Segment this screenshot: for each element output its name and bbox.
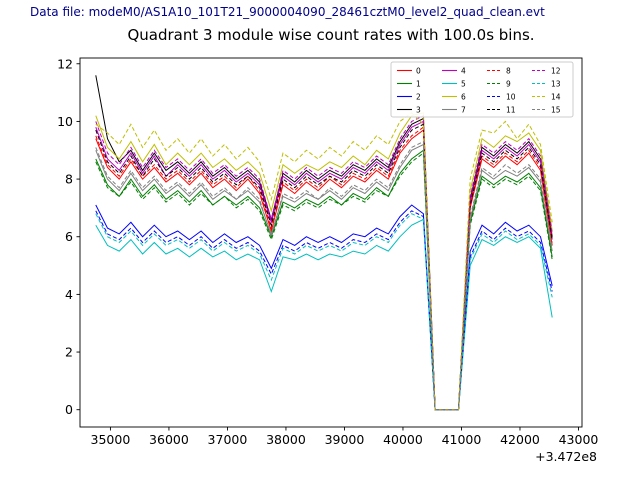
y-tick-label: 2	[65, 345, 73, 360]
series-line-1	[95, 149, 553, 411]
legend-box	[390, 61, 574, 118]
series-line-5	[95, 218, 553, 411]
series-line-13	[95, 213, 553, 411]
series-line-10	[95, 210, 553, 411]
data-file-label: Data file: modeM0/AS1A10_101T21_90000040…	[30, 5, 545, 19]
legend-label-5: 5	[461, 80, 466, 89]
legend-label-7: 7	[461, 106, 466, 115]
x-tick-label: 43000	[559, 432, 599, 447]
series-line-8	[95, 126, 553, 411]
legend-label-12: 12	[551, 67, 561, 76]
series-line-3	[95, 75, 553, 411]
series-line-7	[95, 143, 553, 411]
x-tick-label: 37000	[208, 432, 248, 447]
series-line-15	[95, 140, 553, 411]
series-line-12	[95, 114, 553, 411]
legend-label-2: 2	[416, 93, 421, 102]
x-tick-label: 40000	[383, 432, 423, 447]
x-axis-offset-label: +3.472e8	[535, 449, 597, 464]
legend-label-6: 6	[461, 93, 466, 102]
series-line-11	[95, 123, 553, 411]
series-line-14	[95, 112, 553, 411]
series-line-9	[95, 152, 553, 411]
x-tick-label: 42000	[500, 432, 540, 447]
chart-title: Quadrant 3 module wise count rates with …	[127, 26, 535, 44]
legend-label-14: 14	[551, 93, 561, 102]
x-tick-label: 38000	[266, 432, 306, 447]
legend-label-0: 0	[416, 67, 421, 76]
y-tick-label: 12	[57, 56, 73, 71]
x-tick-label: 35000	[91, 432, 131, 447]
series-line-2	[95, 204, 553, 411]
y-tick-label: 10	[57, 114, 73, 129]
legend-label-3: 3	[416, 106, 421, 115]
legend-label-10: 10	[506, 93, 516, 102]
legend-label-8: 8	[506, 67, 511, 76]
series-line-4	[95, 120, 553, 411]
series-line-6	[95, 112, 553, 411]
legend-label-15: 15	[551, 106, 561, 115]
legend-label-1: 1	[416, 80, 421, 89]
x-tick-label: 39000	[325, 432, 365, 447]
y-tick-label: 8	[65, 172, 73, 187]
y-tick-label: 4	[65, 287, 73, 302]
legend-label-9: 9	[506, 80, 511, 89]
axes-frame	[79, 57, 583, 428]
x-tick-label: 41000	[442, 432, 482, 447]
legend-label-11: 11	[506, 106, 516, 115]
y-tick-label: 6	[65, 229, 73, 244]
series-line-0	[95, 129, 553, 411]
legend-label-4: 4	[461, 67, 466, 76]
legend-label-13: 13	[551, 80, 561, 89]
y-tick-label: 0	[65, 402, 73, 417]
x-tick-label: 36000	[149, 432, 189, 447]
